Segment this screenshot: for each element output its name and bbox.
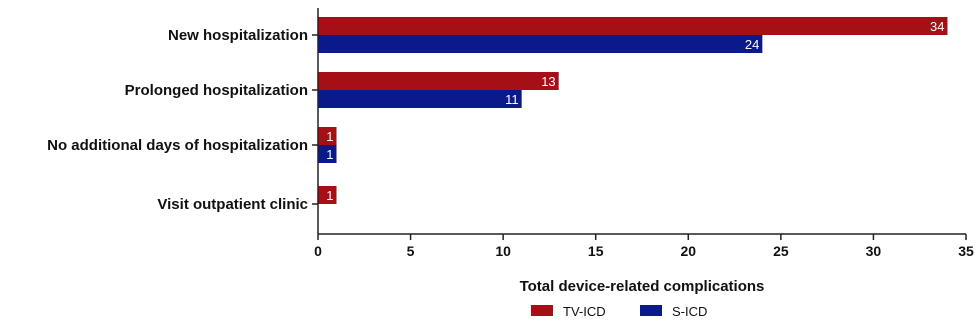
x-axis-ticks: 0 5 10 15 20 25 30 35 <box>314 234 974 259</box>
data-label-s-icd-prolonged-hospitalization: 11 <box>505 92 519 107</box>
bar-s-icd-new-hospitalization <box>318 35 763 53</box>
data-label-s-icd-new-hospitalization: 24 <box>745 37 759 52</box>
x-tick-label-0: 0 <box>314 243 322 259</box>
data-label-tv-icd-new-hospitalization: 34 <box>930 19 944 34</box>
data-label-tv-icd-prolonged-hospitalization: 13 <box>541 74 555 89</box>
x-tick-label-30: 30 <box>866 243 882 259</box>
x-tick-label-35: 35 <box>958 243 974 259</box>
bar-tv-icd-new-hospitalization <box>318 17 948 35</box>
x-tick-label-5: 5 <box>407 243 415 259</box>
bar-tv-icd-prolonged-hospitalization <box>318 72 559 90</box>
category-labels: New hospitalization Prolonged hospitaliza… <box>47 27 308 213</box>
legend-label-tv-icd: TV-ICD <box>563 304 606 319</box>
bars-layer <box>318 17 948 204</box>
x-tick-label-25: 25 <box>773 243 789 259</box>
y-axis-ticks <box>312 34 318 205</box>
category-label-no-additional-days-of-hospitalization: No additional days of hospitalization <box>47 137 308 154</box>
data-label-tv-icd-no-additional-days-of-hospitalization: 1 <box>326 129 333 144</box>
category-label-visit-outpatient-clinic: Visit outpatient clinic <box>157 196 308 213</box>
data-label-s-icd-no-additional-days-of-hospitalization: 1 <box>326 147 333 162</box>
bar-s-icd-no-additional-days-of-hospitalization <box>318 145 337 163</box>
category-label-prolonged-hospitalization: Prolonged hospitalization <box>125 82 308 99</box>
x-axis-title: Total device-related complications <box>520 278 765 295</box>
legend: TV-ICD S-ICD <box>531 304 707 319</box>
x-tick-label-10: 10 <box>495 243 511 259</box>
legend-swatch-s-icd <box>640 305 662 316</box>
bar-tv-icd-visit-outpatient-clinic <box>318 186 337 204</box>
x-tick-label-20: 20 <box>680 243 696 259</box>
data-label-tv-icd-visit-outpatient-clinic: 1 <box>326 188 333 203</box>
bar-tv-icd-no-additional-days-of-hospitalization <box>318 127 337 145</box>
category-label-new-hospitalization: New hospitalization <box>168 27 308 44</box>
legend-swatch-tv-icd <box>531 305 553 316</box>
legend-label-s-icd: S-ICD <box>672 304 707 319</box>
bar-s-icd-prolonged-hospitalization <box>318 90 522 108</box>
x-tick-label-15: 15 <box>588 243 604 259</box>
